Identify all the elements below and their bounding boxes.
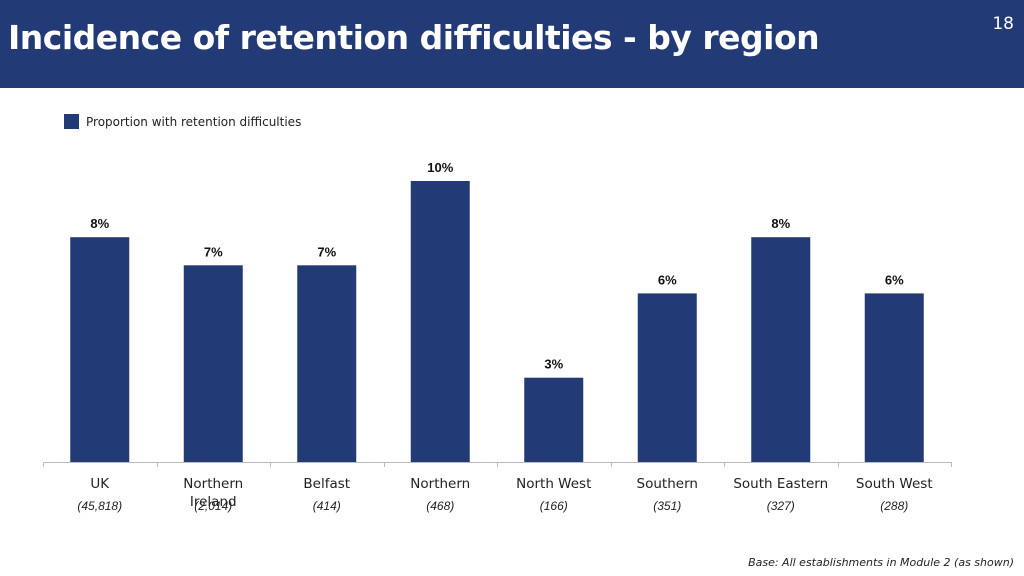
data-label: 7%	[317, 244, 336, 259]
data-label: 6%	[885, 272, 904, 287]
data-label: 7%	[204, 244, 223, 259]
legend-label: Proportion with retention difficulties	[86, 114, 302, 129]
legend-swatch	[64, 114, 79, 129]
base-size-label: (45,818)	[77, 499, 122, 513]
category-label: UK	[90, 476, 110, 492]
base-size-label: (327)	[767, 499, 795, 513]
category-label: Northern Ireland	[183, 476, 243, 510]
data-label: 8%	[90, 216, 109, 231]
bar	[70, 237, 130, 462]
base-note: Base: All establishments in Module 2 (as…	[748, 556, 1014, 569]
category-label: North West	[516, 476, 591, 492]
category-label: South Eastern	[733, 476, 828, 492]
bar	[183, 265, 243, 462]
bar	[751, 237, 811, 462]
base-size-label: (166)	[540, 499, 568, 513]
data-label: 10%	[427, 160, 453, 175]
bar	[297, 265, 357, 462]
category-label: Southern	[637, 476, 698, 492]
category-label: Belfast	[303, 476, 350, 492]
bar	[637, 293, 697, 462]
base-size-label: (288)	[880, 499, 908, 513]
data-label: 6%	[658, 272, 677, 287]
category-label: South West	[856, 476, 933, 492]
data-label: 8%	[771, 216, 790, 231]
bar	[410, 181, 470, 462]
chart-legend: Proportion with retention difficulties	[64, 114, 301, 129]
data-label: 3%	[544, 357, 563, 372]
bar	[524, 377, 584, 462]
base-size-label: (468)	[426, 499, 454, 513]
base-size-label: (351)	[653, 499, 681, 513]
page-number: 18	[992, 14, 1014, 34]
base-size-label: (2,014)	[194, 499, 232, 513]
category-label: Northern	[410, 476, 470, 492]
title-bar: Incidence of retention difficulties - by…	[0, 0, 1024, 88]
page-title: Incidence of retention difficulties - by…	[8, 18, 820, 57]
bar	[864, 293, 924, 462]
base-size-label: (414)	[313, 499, 341, 513]
